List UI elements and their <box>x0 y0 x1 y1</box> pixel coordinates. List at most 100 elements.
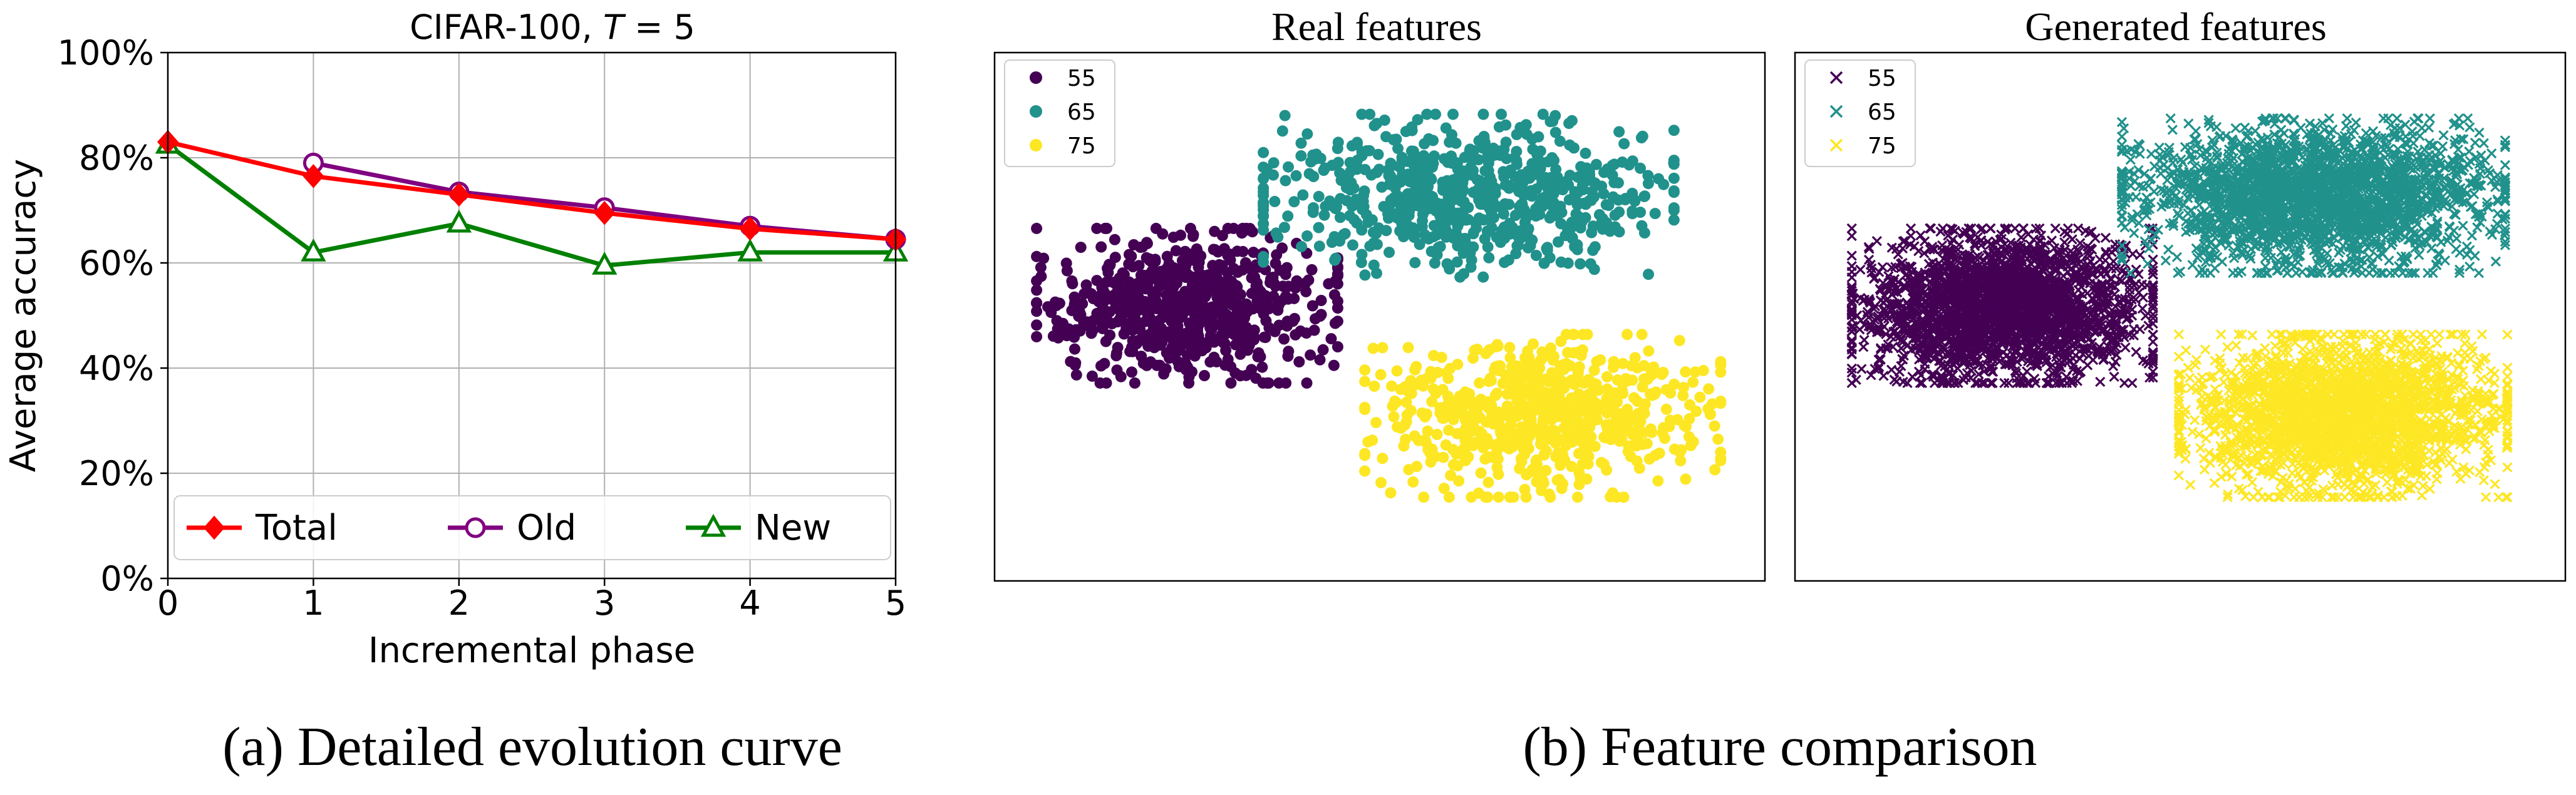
data-point <box>1359 449 1371 461</box>
data-point <box>1031 297 1043 309</box>
data-point <box>1511 146 1523 157</box>
data-point <box>1486 187 1497 199</box>
data-point <box>1482 491 1494 503</box>
data-point <box>1540 464 1552 476</box>
data-point <box>1050 300 1062 312</box>
data-point <box>1237 222 1249 234</box>
data-point <box>1881 281 1892 292</box>
data-point <box>1915 377 1925 389</box>
data-point <box>1590 378 1602 390</box>
data-point <box>1358 190 1369 202</box>
data-point <box>1905 239 1915 250</box>
data-point <box>1958 374 1969 386</box>
data-point <box>1972 377 1983 389</box>
data-point <box>1563 118 1575 130</box>
data-point <box>1591 398 1603 410</box>
data-point <box>1398 440 1410 452</box>
data-point <box>1503 254 1514 266</box>
data-point <box>1543 347 1555 359</box>
data-point <box>1627 374 1638 386</box>
data-point <box>1613 126 1625 138</box>
data-point <box>1422 444 1434 456</box>
data-point <box>1301 230 1313 242</box>
data-point <box>1637 439 1648 451</box>
data-point <box>1487 195 1499 207</box>
data-point <box>2059 237 2070 248</box>
data-point <box>1564 139 1576 151</box>
data-point <box>1511 240 1523 252</box>
data-point <box>1905 223 1916 234</box>
data-point <box>1181 349 1193 361</box>
data-point <box>2095 376 2106 387</box>
data-point <box>1674 446 1686 458</box>
data-point <box>1385 194 1397 206</box>
data-point <box>1407 145 1419 157</box>
data-point <box>1557 359 1569 371</box>
data-point <box>1473 212 1485 224</box>
data-point <box>1144 254 1156 266</box>
data-point <box>1409 364 1421 376</box>
data-point <box>1437 181 1449 193</box>
real-features-title: Real features <box>1271 4 1482 49</box>
data-point <box>1617 357 1629 369</box>
data-point <box>1606 160 1618 172</box>
data-point <box>1447 108 1459 120</box>
y-tick-label: 40% <box>79 349 154 388</box>
data-point <box>2017 354 2027 364</box>
legend-label: 55 <box>1067 66 1096 91</box>
data-point <box>2071 343 2081 354</box>
data-point <box>1560 433 1571 444</box>
data-point <box>1680 473 1692 485</box>
data-point <box>1524 240 1536 252</box>
data-point <box>1310 313 1321 325</box>
data-point <box>1069 359 1081 371</box>
data-point <box>1622 329 1633 341</box>
data-point <box>1167 232 1179 243</box>
data-point <box>1516 179 1528 191</box>
data-point <box>2163 244 2174 255</box>
data-point <box>1094 377 1106 389</box>
data-point <box>1258 256 1270 268</box>
data-point <box>1310 153 1321 165</box>
data-point <box>2109 371 2119 382</box>
data-point <box>1523 382 1535 394</box>
scatter-series-65 <box>2116 113 2511 279</box>
data-point <box>1496 108 1507 120</box>
data-point <box>1459 151 1471 163</box>
data-point <box>1114 272 1125 284</box>
data-point <box>1656 369 1668 380</box>
data-point <box>1332 156 1344 168</box>
data-point <box>1392 143 1404 155</box>
data-point <box>1319 162 1331 174</box>
data-point <box>1706 398 1718 410</box>
data-point <box>1495 427 1507 439</box>
data-point <box>1525 185 1537 197</box>
data-point <box>1297 189 1309 201</box>
data-point <box>1616 156 1628 168</box>
data-point <box>1463 414 1475 426</box>
data-point <box>2003 377 2014 389</box>
data-point <box>1203 270 1215 282</box>
data-point <box>1668 157 1680 168</box>
data-point <box>1601 371 1613 382</box>
data-point-marker <box>594 200 616 225</box>
data-point <box>1443 491 1455 503</box>
data-point <box>1846 272 1857 283</box>
data-point <box>1301 377 1313 389</box>
data-point <box>1483 252 1495 264</box>
data-point <box>1660 403 1672 415</box>
data-point <box>1668 378 1680 390</box>
data-point <box>1427 135 1439 146</box>
data-point <box>1134 242 1146 253</box>
data-point <box>1129 377 1141 389</box>
data-point <box>1537 421 1549 433</box>
data-point <box>1313 240 1325 252</box>
data-point <box>1417 202 1429 213</box>
data-point <box>2127 377 2138 389</box>
data-point <box>1110 350 1122 362</box>
data-point <box>1437 384 1449 396</box>
data-point <box>1434 240 1446 252</box>
data-point <box>1313 190 1325 202</box>
data-point <box>1271 249 1283 261</box>
data-point <box>1668 214 1680 226</box>
